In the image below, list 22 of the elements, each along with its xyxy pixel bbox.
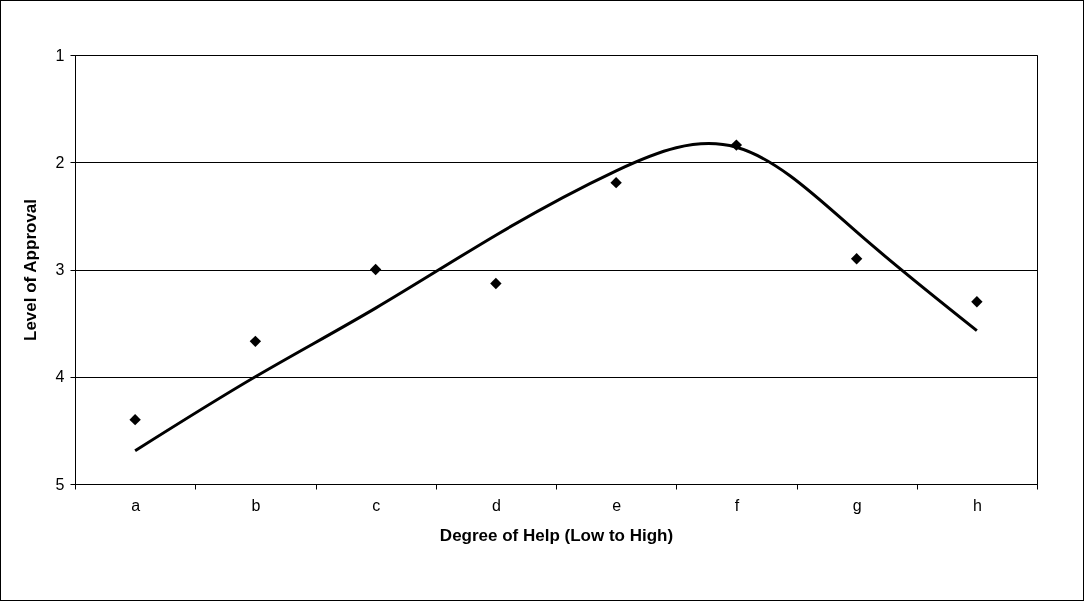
x-tick-label: h bbox=[972, 496, 982, 514]
point bbox=[610, 176, 622, 189]
x-tick-label: a bbox=[131, 496, 141, 514]
x-tick-label: b bbox=[251, 496, 261, 514]
x-tick-label: d bbox=[491, 496, 501, 514]
point bbox=[850, 253, 863, 265]
point bbox=[249, 335, 262, 348]
x-tick-label: f bbox=[734, 496, 740, 514]
x-tick-label: g bbox=[852, 496, 862, 514]
y-tick-label: 4 bbox=[55, 368, 65, 386]
x-tick-label: c bbox=[372, 496, 381, 514]
y-tick-label: 3 bbox=[55, 261, 65, 278]
y-axis-title: Level of Approval bbox=[20, 198, 40, 342]
point bbox=[490, 277, 502, 290]
point bbox=[129, 413, 141, 426]
point bbox=[971, 295, 983, 308]
point bbox=[369, 263, 382, 276]
y-tick-label: 2 bbox=[55, 153, 65, 171]
x-axis-title: Degree of Help (Low to High) bbox=[439, 525, 674, 545]
y-tick-label: 1 bbox=[55, 46, 65, 64]
x-tick-label: e bbox=[612, 496, 622, 514]
y-tick-label: 5 bbox=[55, 475, 65, 493]
